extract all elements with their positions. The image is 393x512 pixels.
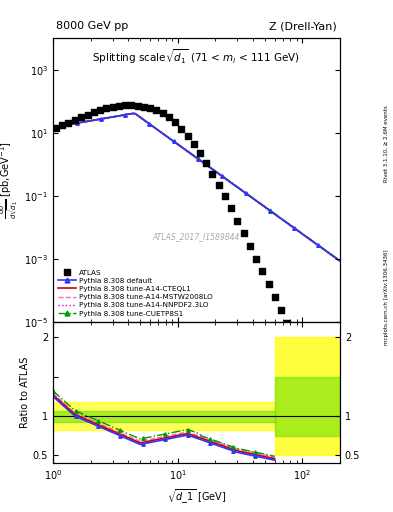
Point [65, 119, 72, 127]
Point [116, 102, 122, 110]
Point [72, 116, 78, 124]
Point [241, 229, 247, 237]
Point [103, 104, 109, 112]
Point [253, 254, 259, 263]
Point [259, 267, 266, 275]
Point [122, 101, 128, 110]
Point [297, 345, 303, 353]
Point [166, 113, 172, 121]
Text: ATLAS_2017_I1589844: ATLAS_2017_I1589844 [153, 232, 240, 241]
Point [290, 332, 297, 340]
Text: Z (Drell-Yan): Z (Drell-Yan) [269, 22, 337, 31]
Text: Splitting scale$\sqrt{d_1}$ (71 < $m_l$ < 111 GeV): Splitting scale$\sqrt{d_1}$ (71 < $m_l$ … [92, 47, 301, 66]
Point [315, 383, 321, 391]
Point [191, 140, 197, 148]
Point [78, 113, 84, 121]
Point [265, 280, 272, 288]
Point [109, 102, 116, 111]
Point [172, 118, 178, 126]
Point [278, 306, 284, 314]
X-axis label: $\sqrt{d\_1}$ [GeV]: $\sqrt{d\_1}$ [GeV] [167, 487, 226, 506]
Point [84, 111, 91, 119]
Point [97, 105, 103, 114]
Point [178, 124, 184, 133]
Point [147, 104, 153, 112]
Point [134, 102, 141, 110]
Y-axis label: $\frac{d\sigma}{d\sqrt{d_1}}$ [pb,GeV$^{-1}$]: $\frac{d\sigma}{d\sqrt{d_1}}$ [pb,GeV$^{… [0, 141, 22, 219]
Point [141, 102, 147, 111]
Text: Rivet 3.1.10, ≥ 2.6M events: Rivet 3.1.10, ≥ 2.6M events [384, 105, 389, 182]
Point [153, 106, 160, 114]
Point [128, 101, 134, 110]
Point [228, 204, 234, 212]
Point [303, 357, 309, 366]
Point [272, 293, 278, 301]
Point [59, 121, 65, 130]
Text: 8000 GeV pp: 8000 GeV pp [56, 22, 128, 31]
Point [197, 149, 203, 157]
Point [222, 193, 228, 201]
Legend: ATLAS, Pythia 8.308 default, Pythia 8.308 tune-A14-CTEQL1, Pythia 8.308 tune-A14: ATLAS, Pythia 8.308 default, Pythia 8.30… [57, 268, 214, 318]
Point [247, 242, 253, 250]
Point [91, 108, 97, 116]
Point [184, 132, 191, 140]
Point [234, 217, 241, 225]
Point [321, 395, 328, 403]
Point [53, 124, 59, 132]
Text: mcplots.cern.ch [arXiv:1306.3436]: mcplots.cern.ch [arXiv:1306.3436] [384, 249, 389, 345]
Point [203, 159, 209, 167]
Point [215, 181, 222, 189]
Point [309, 370, 316, 378]
Y-axis label: Ratio to ATLAS: Ratio to ATLAS [20, 357, 30, 428]
Point [284, 319, 290, 327]
Point [160, 109, 166, 117]
Point [209, 169, 216, 178]
